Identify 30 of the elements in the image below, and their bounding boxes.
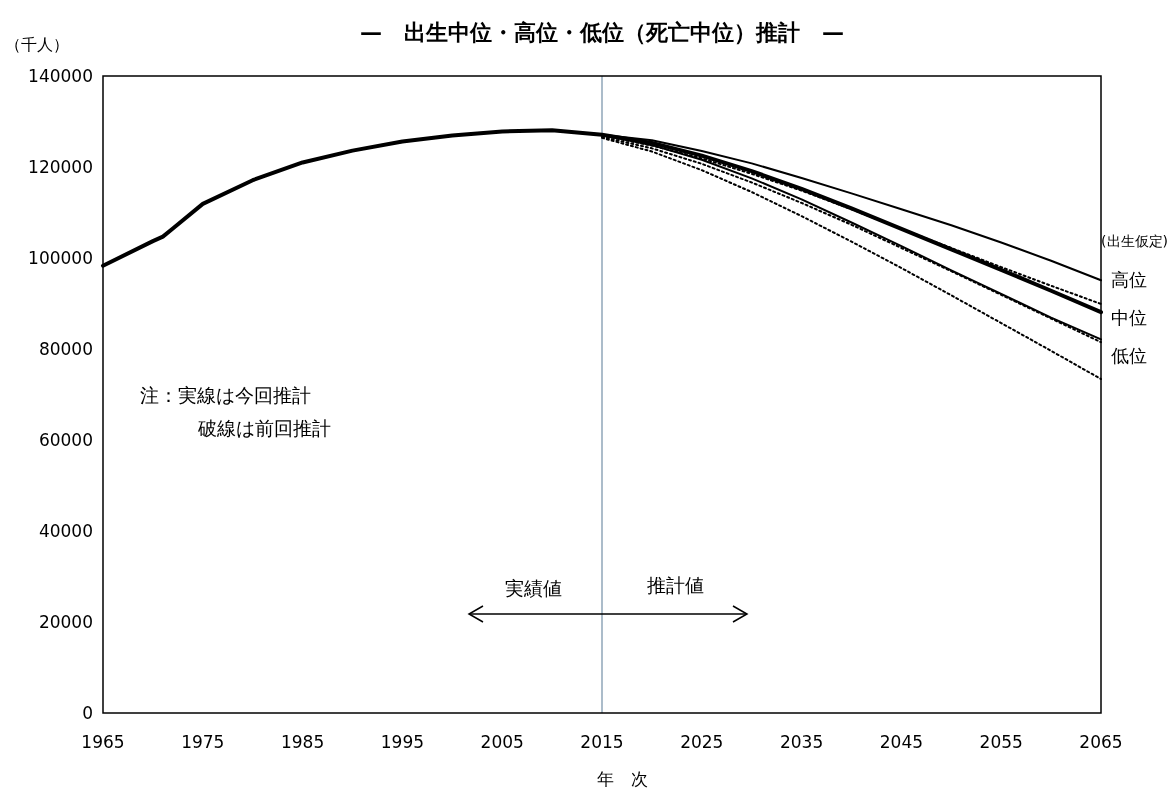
annotation: 推計値 <box>647 574 704 596</box>
series-label: 高位 <box>1111 269 1147 291</box>
x-tick-label: 1995 <box>380 732 425 752</box>
x-tick-label: 2055 <box>979 732 1023 752</box>
y-tick-label: 20000 <box>38 612 93 632</box>
x-tick-label: 2065 <box>1079 732 1123 752</box>
x-tick-label: 2025 <box>680 732 724 752</box>
chart-title: — 出生中位・高位・低位（死亡中位）推計 — <box>360 20 844 45</box>
x-tick-label: 2045 <box>879 732 924 752</box>
series-label: 低位 <box>1111 345 1147 367</box>
x-tick-label: 2015 <box>580 732 624 752</box>
x-tick-label: 2035 <box>779 732 824 752</box>
y-tick-label: 120000 <box>28 157 93 177</box>
y-tick-label: 100000 <box>28 248 93 268</box>
series-label: 中位 <box>1111 307 1147 329</box>
y-tick-label: 60000 <box>38 430 93 450</box>
annotation: 実績値 <box>505 577 562 599</box>
y-tick-label: 80000 <box>38 339 93 359</box>
x-tick-label: 1975 <box>181 732 225 752</box>
y-axis-title: （千人） <box>5 35 69 54</box>
x-tick-label: 2005 <box>480 732 524 752</box>
legend-title: (出生仮定) <box>1101 233 1168 250</box>
x-tick-label: 1985 <box>280 732 325 752</box>
annotation: 破線は前回推計 <box>197 417 331 439</box>
y-tick-label: 140000 <box>28 66 93 86</box>
annotation: 注：実線は今回推計 <box>140 384 311 406</box>
y-tick-label: 40000 <box>38 521 93 541</box>
y-tick-label: 0 <box>82 703 93 723</box>
x-axis-title: 年 次 <box>596 769 648 789</box>
x-tick-label: 1965 <box>81 732 125 752</box>
